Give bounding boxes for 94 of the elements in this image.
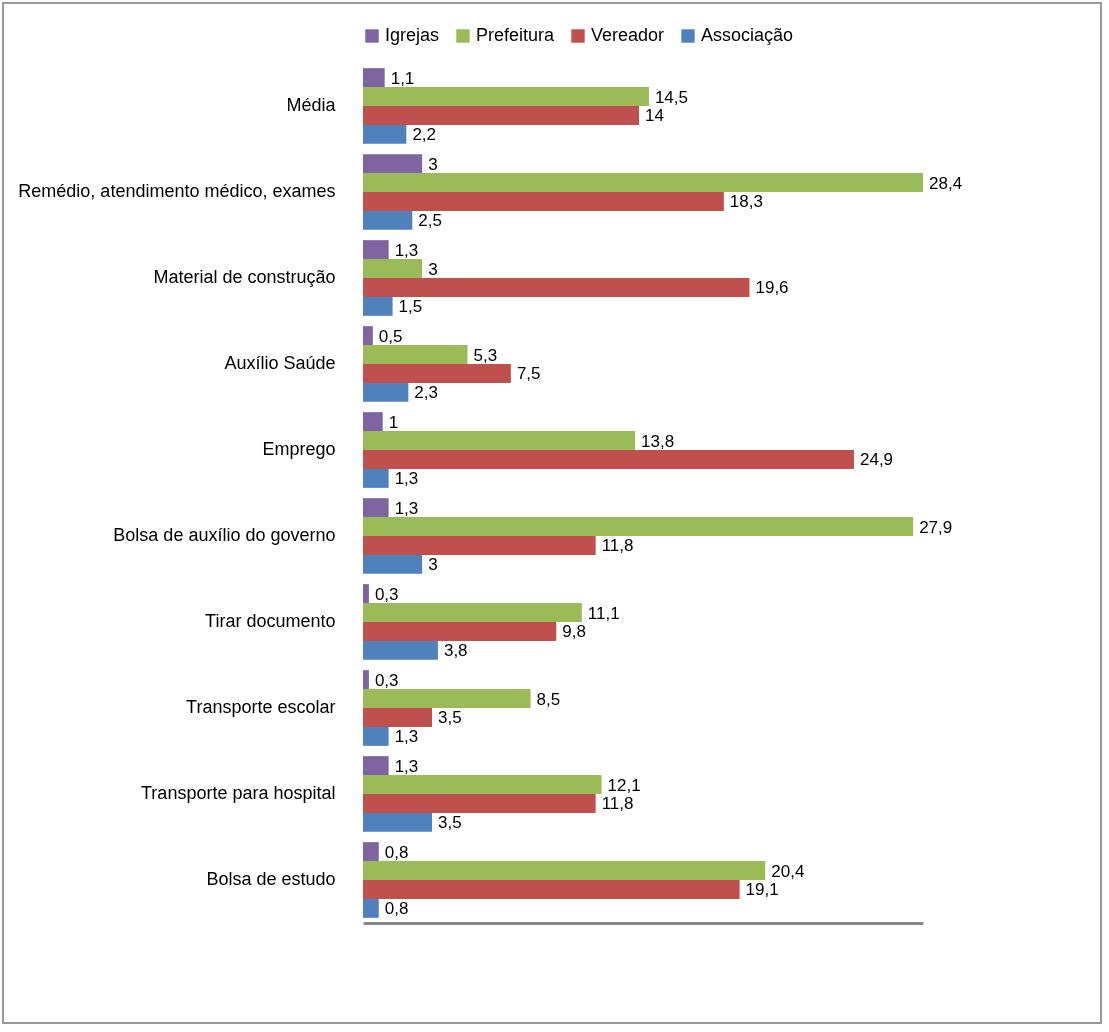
bar [363, 861, 766, 880]
data-label: 19,1 [745, 880, 779, 900]
data-label: 1 [388, 412, 399, 432]
bar [363, 468, 389, 488]
bar [363, 124, 407, 144]
data-label: 14,5 [654, 87, 689, 107]
data-label: 9,8 [562, 622, 586, 642]
bar [363, 880, 740, 899]
data-label: 11,1 [587, 603, 620, 623]
bar [363, 412, 383, 432]
y-tick-label: Tirar documento [205, 611, 336, 631]
data-label: 3,5 [438, 813, 462, 833]
y-tick-label: Remédio, atendimento médico, exames [18, 181, 336, 201]
bar [363, 345, 468, 364]
y-tick-label: Auxílio Saúde [224, 353, 336, 373]
bar [363, 68, 385, 88]
bar [363, 756, 389, 776]
data-label: 1,3 [394, 469, 419, 489]
bar [363, 898, 379, 918]
bar [363, 812, 433, 832]
data-label: 0,8 [384, 842, 409, 862]
bar [363, 326, 373, 346]
bar [363, 726, 389, 746]
y-tick-label: Emprego [262, 439, 336, 459]
bar [363, 775, 602, 794]
data-label: 12,1 [607, 775, 641, 795]
bar [363, 536, 596, 555]
bar [363, 794, 596, 813]
legend-label: Igrejas [385, 25, 440, 45]
legend-label: Associação [701, 25, 794, 45]
data-label: 7,5 [516, 364, 541, 384]
data-label: 1,5 [398, 297, 423, 317]
data-label: 20,4 [771, 861, 805, 881]
data-label: 19,6 [755, 278, 789, 298]
bar [363, 106, 640, 125]
bar [363, 382, 409, 402]
bar [363, 640, 438, 660]
data-label: 8,5 [536, 689, 561, 709]
bar [363, 603, 582, 622]
y-tick-label: Média [286, 95, 337, 115]
bar [363, 296, 393, 316]
y-tick-label: Transporte escolar [186, 697, 336, 717]
bar [363, 154, 423, 174]
y-tick-label: Material de construção [153, 267, 336, 287]
data-label: 13,8 [641, 431, 675, 451]
data-label: 0,5 [378, 326, 403, 346]
legend-label: Vereador [591, 25, 665, 45]
data-label: 24,9 [859, 450, 894, 470]
bar [363, 498, 389, 518]
bar [363, 364, 511, 383]
bar [363, 670, 369, 690]
data-label: 1,3 [394, 498, 419, 518]
data-label: 0,3 [374, 670, 399, 690]
data-label: 0,8 [384, 899, 409, 919]
data-label: 3,8 [443, 641, 468, 661]
y-tick-label: Bolsa de auxílio do governo [113, 525, 336, 545]
data-label: 1,3 [394, 756, 419, 776]
data-label: 1,3 [394, 727, 419, 747]
data-label: 3,5 [438, 708, 462, 728]
bar [363, 87, 649, 106]
data-label: 5,3 [473, 345, 498, 365]
bar [363, 584, 369, 604]
bar [363, 517, 914, 536]
bar [363, 240, 389, 260]
data-label: 3 [428, 555, 438, 575]
bar [363, 431, 636, 450]
bar [363, 450, 854, 469]
data-label: 2,5 [418, 211, 442, 231]
data-label: 11,8 [601, 794, 634, 814]
bar [363, 278, 750, 297]
data-label: 3 [428, 259, 438, 279]
bar [363, 689, 531, 708]
data-label: 0,3 [374, 584, 399, 604]
bar [363, 554, 423, 574]
data-label: 28,4 [929, 173, 963, 193]
bar [363, 842, 379, 862]
data-label: 11,8 [601, 536, 634, 556]
bar [363, 210, 413, 230]
legend-label: Prefeitura [476, 25, 556, 45]
data-label: 27,9 [919, 517, 953, 537]
bar [363, 192, 724, 211]
bar [363, 173, 923, 192]
data-label: 14 [645, 106, 664, 126]
y-tick-label: Bolsa de estudo [206, 869, 336, 889]
data-label: 18,3 [729, 192, 763, 212]
y-tick-label: Transporte para hospital [141, 783, 336, 803]
data-label: 2,3 [414, 383, 438, 403]
bar [363, 622, 557, 641]
data-label: 2,2 [412, 125, 437, 145]
data-label: 1,1 [390, 68, 415, 88]
bar [363, 259, 423, 278]
data-label: 1,3 [394, 240, 419, 260]
bar [363, 708, 433, 727]
data-label: 3 [428, 154, 438, 174]
